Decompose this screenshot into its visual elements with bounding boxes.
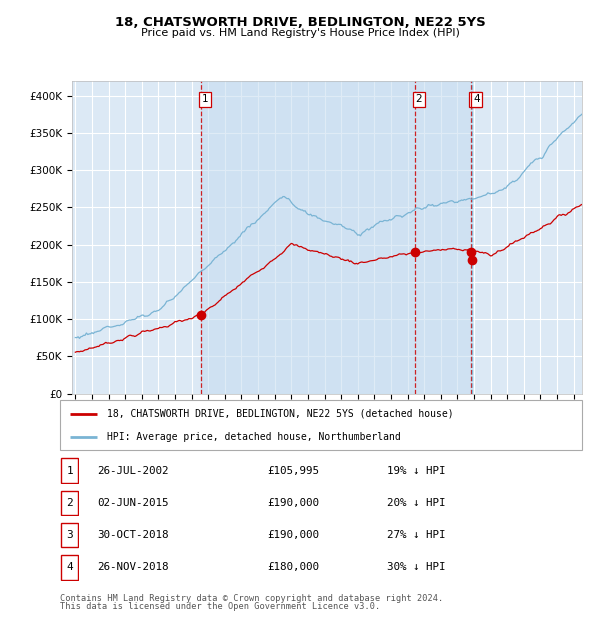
FancyBboxPatch shape <box>61 523 78 547</box>
Text: 18, CHATSWORTH DRIVE, BEDLINGTON, NE22 5YS: 18, CHATSWORTH DRIVE, BEDLINGTON, NE22 5… <box>115 16 485 29</box>
Text: This data is licensed under the Open Government Licence v3.0.: This data is licensed under the Open Gov… <box>60 602 380 611</box>
Text: 20% ↓ HPI: 20% ↓ HPI <box>387 498 445 508</box>
Text: 02-JUN-2015: 02-JUN-2015 <box>97 498 169 508</box>
Text: £180,000: £180,000 <box>267 562 319 572</box>
Text: 30-OCT-2018: 30-OCT-2018 <box>97 530 169 540</box>
Text: 3: 3 <box>472 94 479 104</box>
Text: 3: 3 <box>66 530 73 540</box>
Text: 19% ↓ HPI: 19% ↓ HPI <box>387 466 445 476</box>
Text: HPI: Average price, detached house, Northumberland: HPI: Average price, detached house, Nort… <box>107 432 401 442</box>
Text: Contains HM Land Registry data © Crown copyright and database right 2024.: Contains HM Land Registry data © Crown c… <box>60 594 443 603</box>
Text: 4: 4 <box>473 94 480 104</box>
Text: 4: 4 <box>66 562 73 572</box>
Text: 1: 1 <box>66 466 73 476</box>
Text: 27% ↓ HPI: 27% ↓ HPI <box>387 530 445 540</box>
Text: £105,995: £105,995 <box>267 466 319 476</box>
FancyBboxPatch shape <box>61 555 78 580</box>
Text: 26-JUL-2002: 26-JUL-2002 <box>97 466 169 476</box>
Text: 2: 2 <box>415 94 422 104</box>
Text: £190,000: £190,000 <box>267 530 319 540</box>
Bar <box>201 81 472 394</box>
FancyBboxPatch shape <box>61 458 78 483</box>
Text: £190,000: £190,000 <box>267 498 319 508</box>
Text: 1: 1 <box>202 94 208 104</box>
Text: Price paid vs. HM Land Registry's House Price Index (HPI): Price paid vs. HM Land Registry's House … <box>140 28 460 38</box>
FancyBboxPatch shape <box>60 400 582 450</box>
Text: 30% ↓ HPI: 30% ↓ HPI <box>387 562 445 572</box>
FancyBboxPatch shape <box>61 490 78 515</box>
Text: 2: 2 <box>66 498 73 508</box>
Text: 26-NOV-2018: 26-NOV-2018 <box>97 562 169 572</box>
Text: 18, CHATSWORTH DRIVE, BEDLINGTON, NE22 5YS (detached house): 18, CHATSWORTH DRIVE, BEDLINGTON, NE22 5… <box>107 409 454 419</box>
